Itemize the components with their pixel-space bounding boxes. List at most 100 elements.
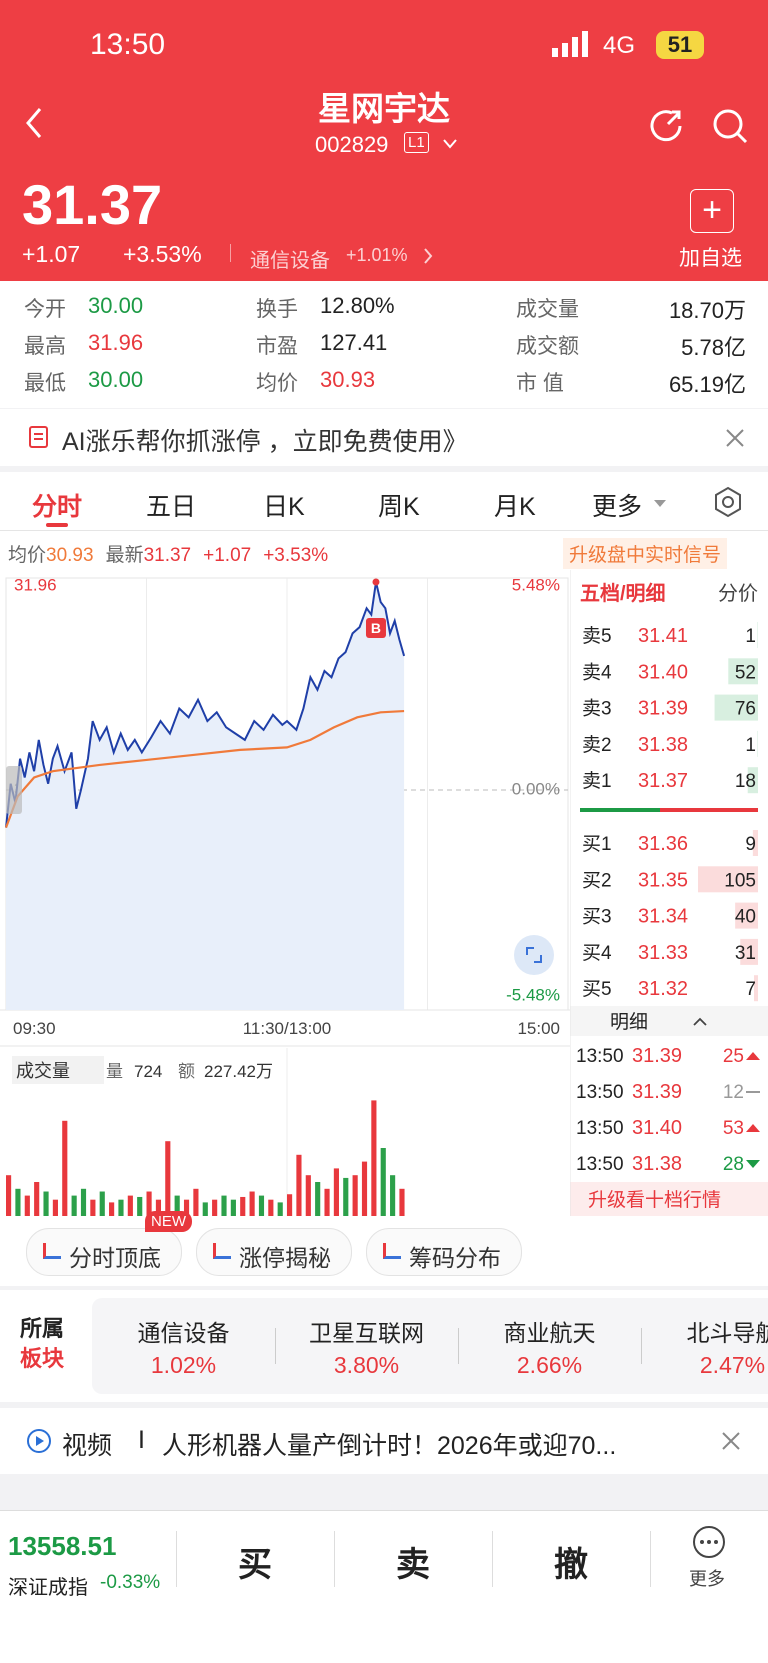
level-price: 31.35	[638, 869, 688, 891]
upgrade-link[interactable]: 升级看十档行情	[588, 1189, 721, 1211]
volume-bar	[390, 1175, 396, 1216]
stat-label: 市 值	[516, 372, 564, 395]
stat-label: 最低	[24, 372, 66, 395]
volume-bar	[399, 1188, 405, 1216]
change: +1.07	[22, 241, 81, 267]
stock-code: 002829	[315, 132, 389, 157]
volume-bar	[371, 1100, 377, 1216]
volume-bar	[165, 1141, 171, 1216]
divider	[492, 1531, 493, 1587]
settings-icon[interactable]	[712, 486, 744, 518]
series-line	[4, 709, 405, 828]
trade-arrow	[746, 1160, 760, 1168]
new-badge: NEW	[145, 1211, 192, 1232]
sector-list: 通信设备 1.02% 卫星互联网 3.80% 商业航天 2.66% 北斗导航 2.47%	[92, 1298, 768, 1394]
sector-label-2: 板块	[20, 1346, 65, 1371]
volume-bar	[230, 1199, 236, 1216]
latest-label: 最新	[105, 545, 144, 566]
tool-button[interactable]: 分时顶底 NEW	[26, 1211, 192, 1276]
ad-banner[interactable]: AI涨乐帮你抓涨停 ，立即免费使用》	[0, 409, 768, 466]
tab[interactable]: 更多	[592, 493, 643, 521]
search-icon[interactable]	[710, 106, 750, 146]
sector-name[interactable]: 北斗导航	[686, 1320, 768, 1346]
level: 卖4	[582, 661, 612, 683]
level-price: 31.36	[638, 833, 688, 855]
stat-label: 成交量	[516, 298, 579, 321]
tab[interactable]: 月K	[494, 493, 536, 521]
level: 买3	[582, 907, 612, 928]
tab[interactable]: 五日	[146, 493, 197, 521]
stat-label: 今开	[24, 298, 66, 321]
buy-button[interactable]: 买	[238, 1546, 272, 1584]
percent-label: 0.00%	[512, 779, 560, 798]
level: 买2	[582, 870, 612, 891]
volume-info: 量	[106, 1062, 123, 1081]
dropdown-icon[interactable]	[442, 138, 458, 150]
news-banner[interactable]: 视频 I 人形机器人量产倒计时！2026年或迎70...	[0, 1408, 768, 1474]
book-title[interactable]: 五档/明细	[580, 581, 666, 605]
close-icon[interactable]	[720, 1430, 742, 1452]
add-watch-label[interactable]: 加自选	[679, 247, 742, 270]
level: 卖1	[582, 770, 612, 792]
stat-label: 市盈	[256, 335, 298, 358]
upgrade-bg[interactable]	[570, 1182, 768, 1216]
chart: 09:3011:30/13:0015:0031.965.48%30.300.00…	[0, 570, 570, 1216]
volume-bar	[109, 1202, 115, 1216]
tool-label: 筹码分布	[409, 1245, 501, 1271]
price: 31.37	[22, 173, 163, 236]
level-badge[interactable]: L1	[404, 132, 429, 153]
doc-icon	[29, 426, 48, 448]
volume-bar	[174, 1195, 180, 1216]
cancel-button[interactable]: 撤	[554, 1546, 588, 1584]
close-icon[interactable]	[724, 427, 746, 449]
sector-name[interactable]: 卫星互联网	[309, 1320, 424, 1346]
upgrade-signal[interactable]: 升级盘中实时信号	[563, 538, 728, 569]
tool-button[interactable]: 涨停揭秘	[196, 1228, 352, 1276]
tab[interactable]: 日K	[263, 493, 305, 521]
price-area	[6, 582, 405, 1010]
level-qty: 76	[735, 699, 756, 720]
volume-bar	[352, 1175, 358, 1216]
trade-price: 31.39	[632, 1045, 682, 1067]
tab[interactable]: 分时	[32, 493, 83, 521]
level-qty: 1	[745, 735, 756, 756]
qty-bar	[728, 658, 758, 685]
sector-name[interactable]: 通信设备	[137, 1320, 230, 1346]
divider	[0, 530, 768, 531]
level-qty: 105	[724, 870, 756, 891]
refresh-icon[interactable]	[648, 106, 688, 146]
stat-value: 127.41	[320, 330, 388, 355]
sector[interactable]: 通信设备	[250, 250, 330, 272]
volume-bar	[52, 1199, 58, 1216]
qty-bar	[735, 902, 758, 929]
trade-price: 31.40	[632, 1117, 682, 1139]
stat-value: 31.96	[88, 330, 144, 355]
sector-name[interactable]: 商业航天	[503, 1320, 596, 1346]
add-watch-icon[interactable]: +	[690, 189, 734, 233]
stat-label: 均价	[256, 372, 298, 395]
more-label[interactable]: 更多	[689, 1569, 725, 1589]
level-price: 31.40	[638, 661, 688, 683]
volume-bar	[202, 1202, 208, 1216]
trade-price: 31.38	[632, 1153, 682, 1175]
tool-button[interactable]: 筹码分布	[366, 1228, 522, 1276]
level-qty: 9	[745, 834, 756, 855]
volume-bar	[62, 1120, 68, 1216]
detail-label[interactable]: 明细	[610, 1011, 648, 1033]
level-price: 31.41	[638, 625, 688, 647]
tool-icon	[383, 1243, 401, 1259]
status-time: 13:50	[90, 28, 166, 61]
volume-bar	[71, 1195, 77, 1216]
more-icon[interactable]	[692, 1525, 726, 1559]
stat-value: 30.93	[320, 367, 376, 392]
trade-arrow	[746, 1124, 760, 1132]
stat-label: 换手	[256, 298, 298, 321]
volume-bar	[43, 1191, 49, 1216]
trade-time: 13:50	[576, 1046, 624, 1067]
tab[interactable]: 周K	[378, 493, 420, 521]
index-value[interactable]: 13558.51	[8, 1531, 117, 1561]
sell-button[interactable]: 卖	[396, 1546, 430, 1584]
back-button[interactable]	[22, 105, 46, 141]
book-tab[interactable]: 分价	[718, 582, 758, 605]
percent-label: 5.48%	[512, 575, 560, 594]
